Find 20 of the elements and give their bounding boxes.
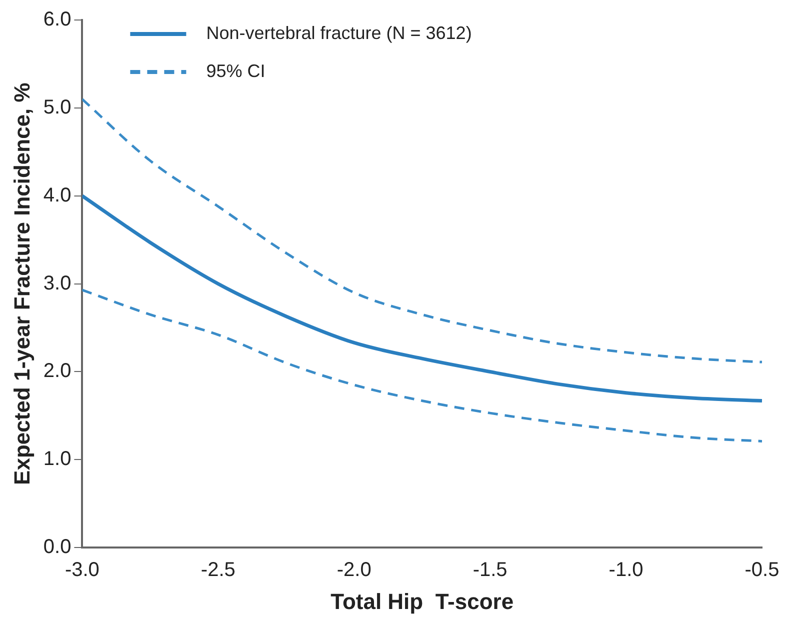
x-axis-title: Total Hip T-score [330, 588, 514, 614]
y-tick-label: 2.0 [43, 360, 72, 382]
y-axis-title: Expected 1-year Fracture Incidence, % [9, 82, 34, 485]
x-tick-label: -2.0 [336, 559, 372, 582]
x-tick-label: -1.0 [608, 559, 644, 582]
line-series [82, 288, 762, 442]
y-tick-label: 5.0 [43, 96, 72, 118]
y-tick-label: 3.0 [43, 272, 72, 294]
y-tick-label: 1.0 [43, 448, 72, 470]
line-series [82, 194, 762, 402]
x-tick-label: -1.5 [472, 559, 508, 582]
x-tick-label: -3.0 [64, 559, 100, 582]
y-tick-label: 0.0 [43, 536, 72, 558]
y-tick-label: 6.0 [43, 8, 72, 31]
legend-label: Non-vertebral fracture (N = 3612) [206, 22, 472, 43]
x-tick-label: -2.5 [200, 559, 236, 582]
y-tick-label: 4.0 [43, 184, 72, 206]
x-tick-label: -0.5 [744, 559, 780, 582]
line-series [82, 98, 762, 364]
legend-label: 95% CI [206, 60, 266, 81]
